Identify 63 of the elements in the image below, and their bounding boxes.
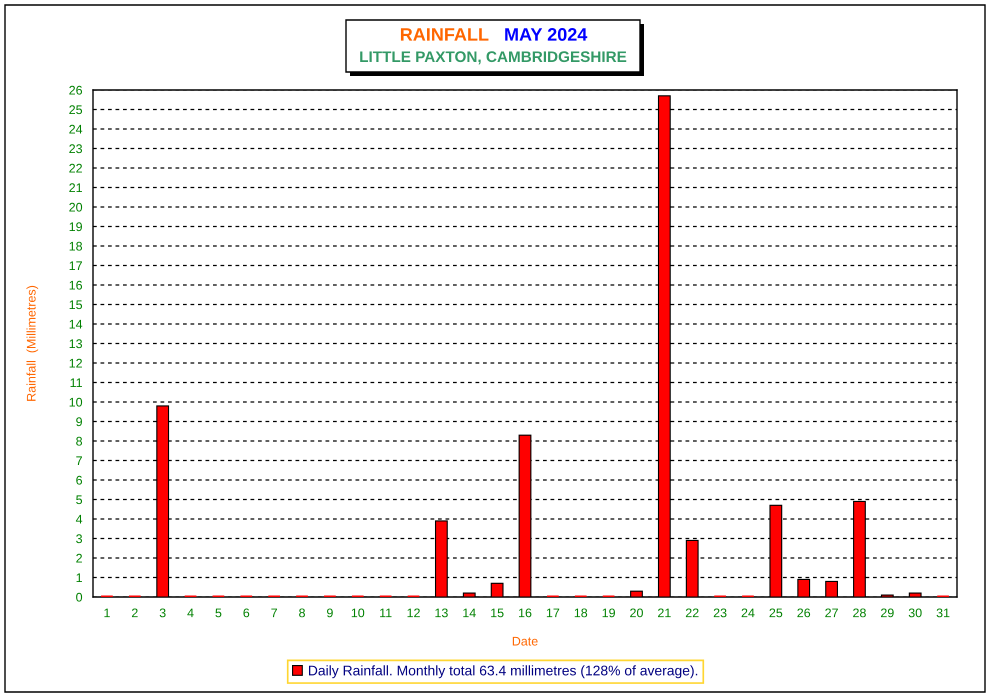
y-tick-label: 17: [70, 261, 82, 270]
x-tick-label: 13: [435, 608, 448, 618]
legend-label: Daily Rainfall. Monthly total 63.4 millimetres (128% of average).: [308, 665, 698, 678]
x-tick-label: 29: [881, 608, 894, 618]
x-tick-label: 18: [574, 608, 588, 618]
y-tick-label: 25: [69, 105, 82, 114]
y-tick-label: 20: [69, 202, 82, 212]
y-tick-label: 7: [76, 456, 82, 466]
x-tick-label: 4: [187, 608, 194, 618]
x-tick-label: 25: [770, 608, 782, 618]
y-tick-label: 26: [69, 86, 82, 95]
y-tick-label: 12: [70, 358, 82, 368]
x-tick-label: 21: [658, 608, 671, 618]
chart-subtitle: LITTLE PAXTON, CAMBRIDGESHIRE: [360, 51, 626, 64]
y-tick-label: 9: [76, 417, 82, 426]
y-tick-label: 13: [70, 339, 82, 348]
x-tick-label: 31: [936, 608, 950, 618]
y-tick-label: 16: [70, 280, 82, 290]
x-tick-label: 8: [299, 608, 305, 618]
y-tick-label: 15: [70, 300, 82, 310]
x-tick-label: 6: [243, 608, 250, 618]
x-tick-label: 26: [797, 608, 810, 618]
y-tick-label: 6: [76, 476, 82, 485]
chart-title: RAINFALL MAY 2024: [400, 28, 588, 41]
x-tick-label: 23: [714, 608, 726, 618]
x-tick-label: 20: [630, 608, 643, 618]
y-tick-label: 8: [76, 436, 82, 446]
x-tick-label: 22: [686, 608, 699, 618]
x-tick-label: 12: [408, 608, 420, 618]
y-tick-label: 11: [70, 378, 82, 388]
y-tick-label: 3: [76, 534, 82, 544]
x-tick-label: 2: [132, 608, 138, 618]
x-tick-label: 3: [160, 608, 166, 618]
y-tick-label: 23: [69, 144, 82, 154]
x-tick-label: 19: [602, 608, 615, 618]
x-tick-label: 28: [853, 608, 866, 618]
x-tick-label: 1: [104, 608, 110, 618]
y-tick-label: 24: [69, 124, 82, 134]
x-tick-label: 24: [742, 608, 755, 618]
y-axis-title: Rainfall (Millimetres): [26, 286, 38, 401]
x-tick-label: 15: [491, 608, 504, 618]
y-tick-label: 21: [69, 183, 82, 192]
x-tick-label: 17: [546, 608, 560, 618]
y-tick-label: 10: [70, 398, 82, 407]
x-tick-label: 10: [352, 608, 364, 618]
x-tick-label: 27: [825, 608, 838, 618]
y-tick-label: 4: [76, 514, 82, 524]
y-tick-label: 19: [70, 222, 82, 232]
x-tick-label: 7: [271, 608, 278, 618]
x-tick-label: 14: [463, 608, 476, 618]
x-tick-label: 5: [215, 608, 222, 618]
y-tick-label: 18: [70, 242, 82, 251]
y-tick-label: 0: [76, 592, 82, 602]
x-axis-title: Date: [512, 636, 538, 646]
y-tick-label: 2: [76, 554, 82, 563]
y-tick-label: 14: [70, 320, 82, 329]
x-tick-label: 16: [519, 608, 532, 618]
y-tick-label: 5: [76, 495, 82, 504]
x-tick-label: 11: [380, 608, 392, 618]
y-tick-label: 1: [76, 573, 82, 582]
y-tick-label: 22: [69, 164, 82, 173]
x-tick-label: 30: [908, 608, 922, 618]
x-tick-label: 9: [327, 608, 333, 618]
